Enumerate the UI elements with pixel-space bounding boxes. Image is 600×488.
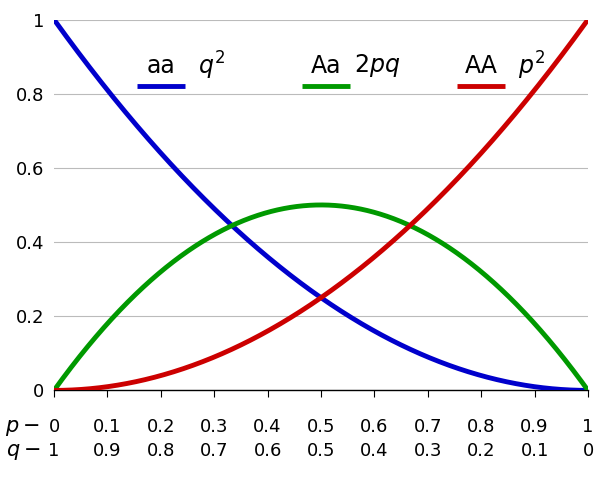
Text: aa: aa [146, 54, 175, 78]
Text: $p^2$: $p^2$ [518, 50, 545, 82]
Text: 0.9: 0.9 [520, 418, 549, 436]
Text: 1: 1 [583, 418, 593, 436]
Text: 0.6: 0.6 [253, 442, 282, 460]
Text: AA: AA [465, 54, 497, 78]
Text: 0.3: 0.3 [200, 418, 229, 436]
Text: 0.7: 0.7 [200, 442, 229, 460]
Text: 0.2: 0.2 [467, 442, 496, 460]
Text: 0.2: 0.2 [146, 418, 175, 436]
Text: Aa: Aa [311, 54, 341, 78]
Text: 0.4: 0.4 [253, 418, 282, 436]
Text: 0.1: 0.1 [93, 418, 122, 436]
Text: 0: 0 [49, 418, 59, 436]
Text: 0.4: 0.4 [360, 442, 389, 460]
Text: $q-$: $q-$ [5, 442, 40, 462]
Text: 0.6: 0.6 [360, 418, 389, 436]
Text: $q^2$: $q^2$ [198, 50, 225, 82]
Text: 0.5: 0.5 [307, 442, 335, 460]
Text: 0.3: 0.3 [413, 442, 442, 460]
Text: 0: 0 [583, 442, 593, 460]
Text: 0.1: 0.1 [520, 442, 549, 460]
Text: $p-$: $p-$ [5, 418, 40, 438]
Text: 0.5: 0.5 [307, 418, 335, 436]
Text: 0.9: 0.9 [93, 442, 122, 460]
Text: 0.8: 0.8 [146, 442, 175, 460]
Text: 0.8: 0.8 [467, 418, 496, 436]
Text: 0.7: 0.7 [413, 418, 442, 436]
Text: $2pq$: $2pq$ [354, 52, 400, 80]
Text: 1: 1 [49, 442, 59, 460]
